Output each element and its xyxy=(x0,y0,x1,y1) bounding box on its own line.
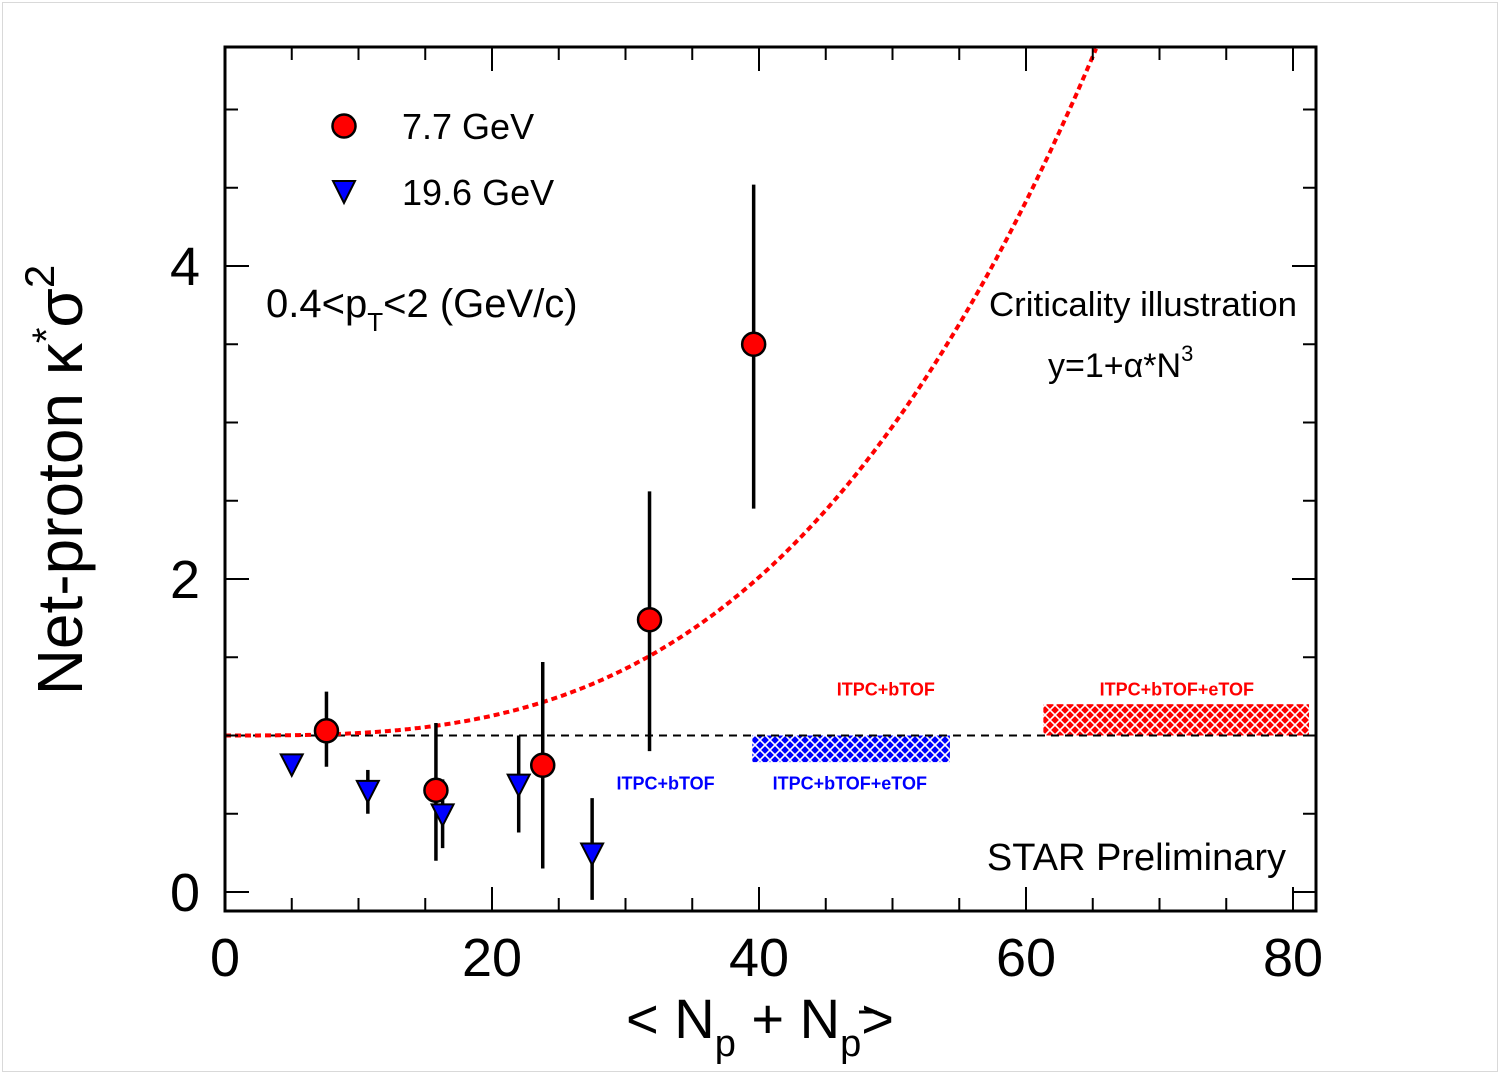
marker-7p7-0 xyxy=(313,718,340,744)
marker-19p6-0 xyxy=(279,753,305,778)
band-labels: ITPC+bTOF ITPC+bTOF+eTOF ITPC+bTOF ITPC+bTO… xyxy=(616,680,1254,794)
pt-range-suffix: <2 (GeV/c) xyxy=(383,282,578,326)
legend-marker-19p6 xyxy=(331,180,357,206)
pt-range-sub: T xyxy=(367,307,383,337)
x-tick-label-80: 80 xyxy=(1263,928,1323,988)
x-tick-label-0: 0 xyxy=(210,928,240,988)
criticality-formula-sup: 3 xyxy=(1181,341,1193,366)
x-axis-title-sub2: p xyxy=(840,1023,861,1065)
marker-7p7-1 xyxy=(423,777,449,804)
x-tick-label-40: 40 xyxy=(729,928,789,988)
y-axis-title: Net-proton κ*σ2 xyxy=(16,265,96,696)
x-axis-title-sub1: p xyxy=(715,1023,736,1065)
marker-19p6-4 xyxy=(579,842,605,868)
marker-19p6-1 xyxy=(355,779,381,805)
x-tick-label-60: 60 xyxy=(996,928,1056,988)
band-label-2: ITPC+bTOF xyxy=(837,680,935,700)
band-label-3: ITPC+bTOF+eTOF xyxy=(1100,680,1254,700)
y-axis-title-sigma: σ xyxy=(24,288,96,328)
band-label-0: ITPC+bTOF xyxy=(616,773,714,793)
x-axis-title-gt: > xyxy=(861,987,894,1050)
y-tick-label-0: 0 xyxy=(170,863,200,923)
band-1 xyxy=(1043,704,1310,736)
band-label-1: ITPC+bTOF+eTOF xyxy=(773,773,927,793)
pt-range-prefix: 0.4<p xyxy=(266,282,367,326)
legend-label-19p6: 19.6 GeV xyxy=(402,172,554,213)
criticality-title: Criticality illustration xyxy=(989,286,1297,324)
marker-19p6-2 xyxy=(429,803,456,829)
axes xyxy=(223,45,1318,913)
star-preliminary: STAR Preliminary xyxy=(987,837,1286,879)
x-axis-title: < Np + Np> xyxy=(626,987,894,1065)
x-tick-label-20: 20 xyxy=(462,928,522,988)
y-tick-label-4: 4 xyxy=(170,237,200,297)
data-markers xyxy=(279,331,767,868)
y-axis-title-prefix: Net-proton κ xyxy=(24,342,96,695)
x-axis-title-lt: < N xyxy=(626,987,715,1050)
criticality-formula: y=1+α*N3 xyxy=(1048,341,1193,385)
legend-label-7p7: 7.7 GeV xyxy=(402,106,534,147)
marker-7p7-3 xyxy=(636,606,663,633)
criticality-curve xyxy=(225,47,1098,738)
pt-range-annotation: 0.4<pT<2 (GeV/c) xyxy=(266,282,578,337)
band-0 xyxy=(752,735,950,763)
criticality-curve-group xyxy=(225,47,1098,738)
marker-7p7-4 xyxy=(740,331,767,357)
marker-7p7-2 xyxy=(529,752,556,778)
y-tick-label-2: 2 xyxy=(170,550,200,610)
plot-frame xyxy=(223,45,1318,913)
legend-marker-7p7 xyxy=(331,113,357,139)
y-axis-title-star: * xyxy=(25,328,69,344)
y-axis-title-sup: 2 xyxy=(16,265,63,288)
criticality-formula-main: y=1+α*N xyxy=(1048,347,1181,385)
acceptance-bands xyxy=(752,704,1310,763)
marker-19p6-3 xyxy=(506,773,532,799)
tick-labels: 0 20 40 60 80 0 2 4 xyxy=(170,237,1323,988)
x-axis-title-plus: + N xyxy=(736,987,840,1050)
